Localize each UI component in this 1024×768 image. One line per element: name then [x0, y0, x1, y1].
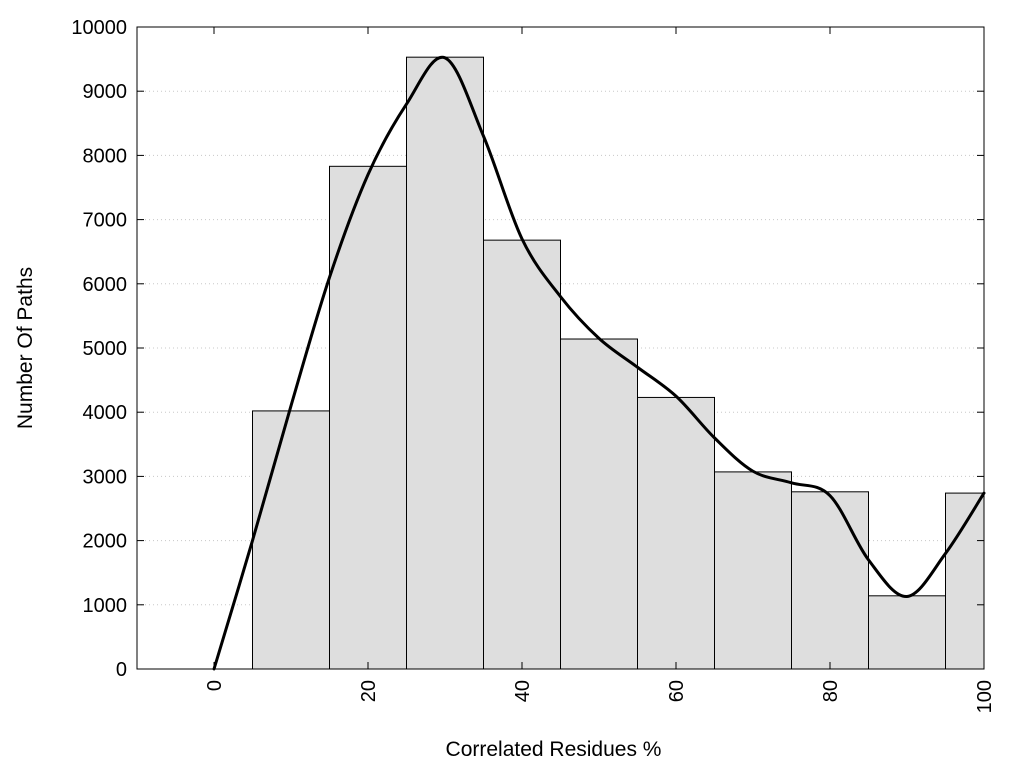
- x-tick-label-0: 0: [204, 680, 226, 691]
- histogram-bar-6: [714, 471, 792, 670]
- histogram-bar-2: [406, 56, 484, 670]
- x-axis-ticks: 0 20 40 60 80 100: [204, 27, 996, 713]
- histogram-bar-8: [868, 595, 946, 670]
- histogram-bar-5: [637, 396, 715, 670]
- y-tick-label-0: 0: [116, 659, 127, 681]
- histogram-bar-7: [791, 491, 869, 670]
- histogram-bar-3: [483, 239, 561, 670]
- y-tick-label-1: 1000: [83, 595, 128, 617]
- histogram-bar-9: [945, 492, 985, 670]
- y-axis-label: Number Of Paths: [14, 267, 37, 429]
- x-tick-label-5: 100: [974, 680, 996, 713]
- y-axis-ticks: 0 1000 2000 3000 4000 5000 6000 7000 8000 9000 100…: [71, 17, 984, 681]
- density-curve: [212, 55, 986, 671]
- histogram-bars: [252, 56, 985, 670]
- x-axis-label: Correlated Residues %: [446, 738, 662, 761]
- y-tick-label-8: 8000: [83, 145, 128, 167]
- x-tick-label-2: 40: [512, 680, 534, 702]
- histogram-bar-0: [252, 410, 330, 670]
- y-tick-label-10: 10000: [71, 17, 127, 39]
- y-tick-label-2: 2000: [83, 531, 128, 553]
- x-tick-label-1: 20: [358, 680, 380, 702]
- y-tick-label-4: 4000: [83, 402, 128, 424]
- y-tick-label-6: 6000: [83, 274, 128, 296]
- density-curve-group: [212, 55, 986, 671]
- y-tick-label-3: 3000: [83, 466, 128, 488]
- x-tick-label-3: 60: [666, 680, 688, 702]
- histogram-bar-4: [560, 338, 638, 670]
- histogram-bar-1: [329, 165, 407, 670]
- x-tick-label-4: 80: [820, 680, 842, 702]
- y-tick-label-5: 5000: [83, 338, 128, 360]
- y-tick-label-9: 9000: [83, 81, 128, 103]
- y-tick-label-7: 7000: [83, 210, 128, 232]
